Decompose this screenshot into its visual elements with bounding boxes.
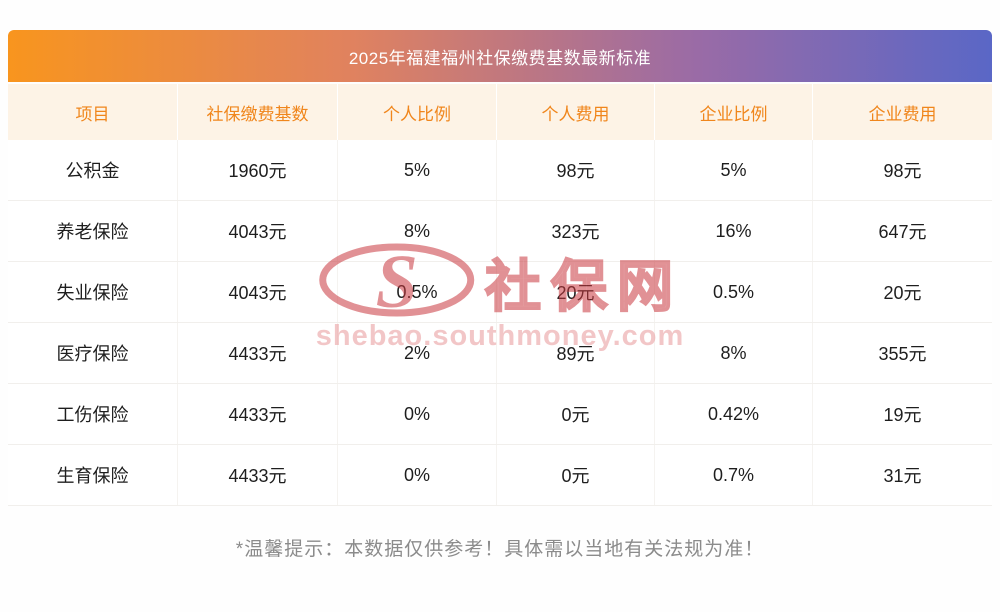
table-cell: 20元 — [497, 262, 655, 322]
table-cell: 0% — [338, 384, 497, 444]
social-insurance-table-card: 2025年福建福州社保缴费基数最新标准 项目 社保缴费基数 个人比例 个人费用 企业比例… — [8, 30, 992, 506]
table-cell: 20元 — [883, 283, 922, 303]
table-cell: 647元 — [878, 222, 927, 242]
table-cell: 19元 — [883, 405, 922, 425]
column-header: 项目 — [8, 84, 178, 140]
table-cell: 4433元 — [178, 445, 338, 505]
table-cell: 0% — [338, 445, 497, 505]
table-cell: 5% — [338, 140, 497, 200]
table-cell: 16% — [655, 201, 813, 261]
table-cell: 355元 — [878, 344, 927, 364]
table-row: 失业保险 4043元 0.5% 20元 0.5% 20元 — [8, 262, 992, 323]
table-cell: 4043元 — [178, 262, 338, 322]
table-title: 2025年福建福州社保缴费基数最新标准 — [348, 48, 652, 68]
table-header-row: 项目 社保缴费基数 个人比例 个人费用 企业比例 企业费用 — [8, 84, 992, 140]
table-cell: 0元 — [497, 445, 655, 505]
table-cell: 工伤保险 — [8, 384, 178, 444]
table-cell: 公积金 — [8, 140, 178, 200]
table-title-bar: 2025年福建福州社保缴费基数最新标准 — [8, 30, 992, 82]
table-cell: 失业保险 — [8, 262, 178, 322]
table-cell: 98元 — [883, 161, 922, 181]
table-cell: 4433元 — [178, 323, 338, 383]
table-cell: 生育保险 — [8, 445, 178, 505]
table-cell: 医疗保险 — [8, 323, 178, 383]
table-body: 公积金 1960元 5% 98元 5% 98元 养老保险 4043元 8% 323元 16% 647元… — [8, 140, 992, 506]
table-cell: 4433元 — [178, 384, 338, 444]
table-cell: 养老保险 — [8, 201, 178, 261]
table-cell: 0.42% — [655, 384, 813, 444]
table-cell: 31元 — [883, 466, 922, 486]
table-cell: 8% — [338, 201, 497, 261]
column-header: 个人比例 — [338, 84, 497, 140]
table-cell: 323元 — [497, 201, 655, 261]
table-cell: 0.5% — [338, 262, 497, 322]
table-cell: 1960元 — [178, 140, 338, 200]
table-row: 生育保险 4433元 0% 0元 0.7% 31元 — [8, 445, 992, 506]
table-cell: 0.5% — [655, 262, 813, 322]
column-header: 个人费用 — [497, 84, 655, 140]
column-header: 企业比例 — [655, 84, 813, 140]
table-cell: 8% — [655, 323, 813, 383]
table-cell: 5% — [655, 140, 813, 200]
table-cell: 98元 — [497, 140, 655, 200]
column-header: 企业费用 — [868, 104, 937, 124]
column-header: 社保缴费基数 — [178, 84, 338, 140]
table-cell: 2% — [338, 323, 497, 383]
table-row: 公积金 1960元 5% 98元 5% 98元 — [8, 140, 992, 201]
table-cell: 0.7% — [655, 445, 813, 505]
table-cell: 4043元 — [178, 201, 338, 261]
footer-note: *温馨提示：本数据仅供参考！具体需以当地有关法规为准！ — [235, 539, 765, 560]
table-row: 工伤保险 4433元 0% 0元 0.42% 19元 — [8, 384, 992, 445]
table-cell: 89元 — [497, 323, 655, 383]
table-row: 医疗保险 4433元 2% 89元 8% 355元 — [8, 323, 992, 384]
table-row: 养老保险 4043元 8% 323元 16% 647元 — [8, 201, 992, 262]
table-cell: 0元 — [497, 384, 655, 444]
